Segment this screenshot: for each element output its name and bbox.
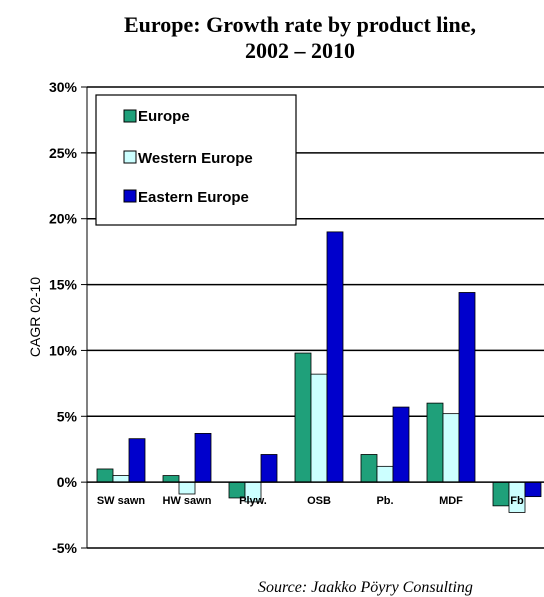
chart-title-line-1: Europe: Growth rate by product line, xyxy=(124,12,476,37)
bar-eastern-europe-mdf xyxy=(458,292,476,483)
bar-eastern-europe-osb xyxy=(326,231,344,483)
legend-label-europe: Europe xyxy=(138,108,190,125)
bar-eastern-europe-fb xyxy=(524,481,542,498)
bar-eastern-europe-plyw- xyxy=(260,454,278,483)
bar-europe-mdf xyxy=(426,402,444,483)
y-tick-label: 25% xyxy=(49,145,78,161)
y-tick-label: 5% xyxy=(57,408,78,424)
bar-western-europe-pb- xyxy=(376,465,394,483)
bar-europe-sw-sawn xyxy=(96,468,114,483)
legend-label-western-europe: Western Europe xyxy=(138,150,253,167)
bar-western-europe-hw-sawn xyxy=(178,481,196,495)
bar-eastern-europe-hw-sawn xyxy=(194,433,212,483)
category-labels: SW sawn HW sawn Plyw. OSB Pb. MDF Fb xyxy=(97,495,524,507)
legend-swatch-western-europe xyxy=(123,150,137,164)
chart-title-line-2: 2002 – 2010 xyxy=(245,38,355,63)
bar-western-europe-mdf xyxy=(442,413,460,483)
y-tick-label: 10% xyxy=(49,342,78,358)
bar-europe-osb xyxy=(294,352,312,483)
y-tick-label: 20% xyxy=(49,211,78,227)
bar-western-europe-sw-sawn xyxy=(112,475,130,483)
legend: Europe Western Europe Eastern Europe xyxy=(95,94,297,226)
bar-europe-hw-sawn xyxy=(162,475,180,483)
category-label: Fb xyxy=(510,495,524,507)
y-tick-label: -5% xyxy=(52,540,77,556)
category-label: Pb. xyxy=(376,495,393,507)
category-label: MDF xyxy=(439,495,463,507)
bar-eastern-europe-sw-sawn xyxy=(128,438,146,483)
y-tick-labels: 30% 25% 20% 15% 10% 5% 0% -5% xyxy=(49,79,78,556)
source-note: Source: Jaakko Pöyry Consulting xyxy=(258,579,473,596)
category-label: OSB xyxy=(307,495,331,507)
y-tick-label: 0% xyxy=(57,474,78,490)
category-label: SW sawn xyxy=(97,495,146,507)
axes xyxy=(81,86,544,549)
bars xyxy=(96,231,542,513)
legend-swatch-eastern-europe xyxy=(123,189,137,203)
bar-western-europe-osb xyxy=(310,373,328,483)
category-label: Plyw. xyxy=(239,495,267,507)
bar-eastern-europe-pb- xyxy=(392,406,410,483)
y-tick-label: 15% xyxy=(49,277,78,293)
bar-europe-pb- xyxy=(360,454,378,483)
y-tick-label: 30% xyxy=(49,79,78,95)
legend-swatch-europe xyxy=(123,109,137,123)
y-axis-label: CAGR 02-10 xyxy=(27,277,43,357)
bar-europe-fb xyxy=(492,481,510,507)
category-label: HW sawn xyxy=(163,495,212,507)
legend-label-eastern-europe: Eastern Europe xyxy=(138,189,249,206)
